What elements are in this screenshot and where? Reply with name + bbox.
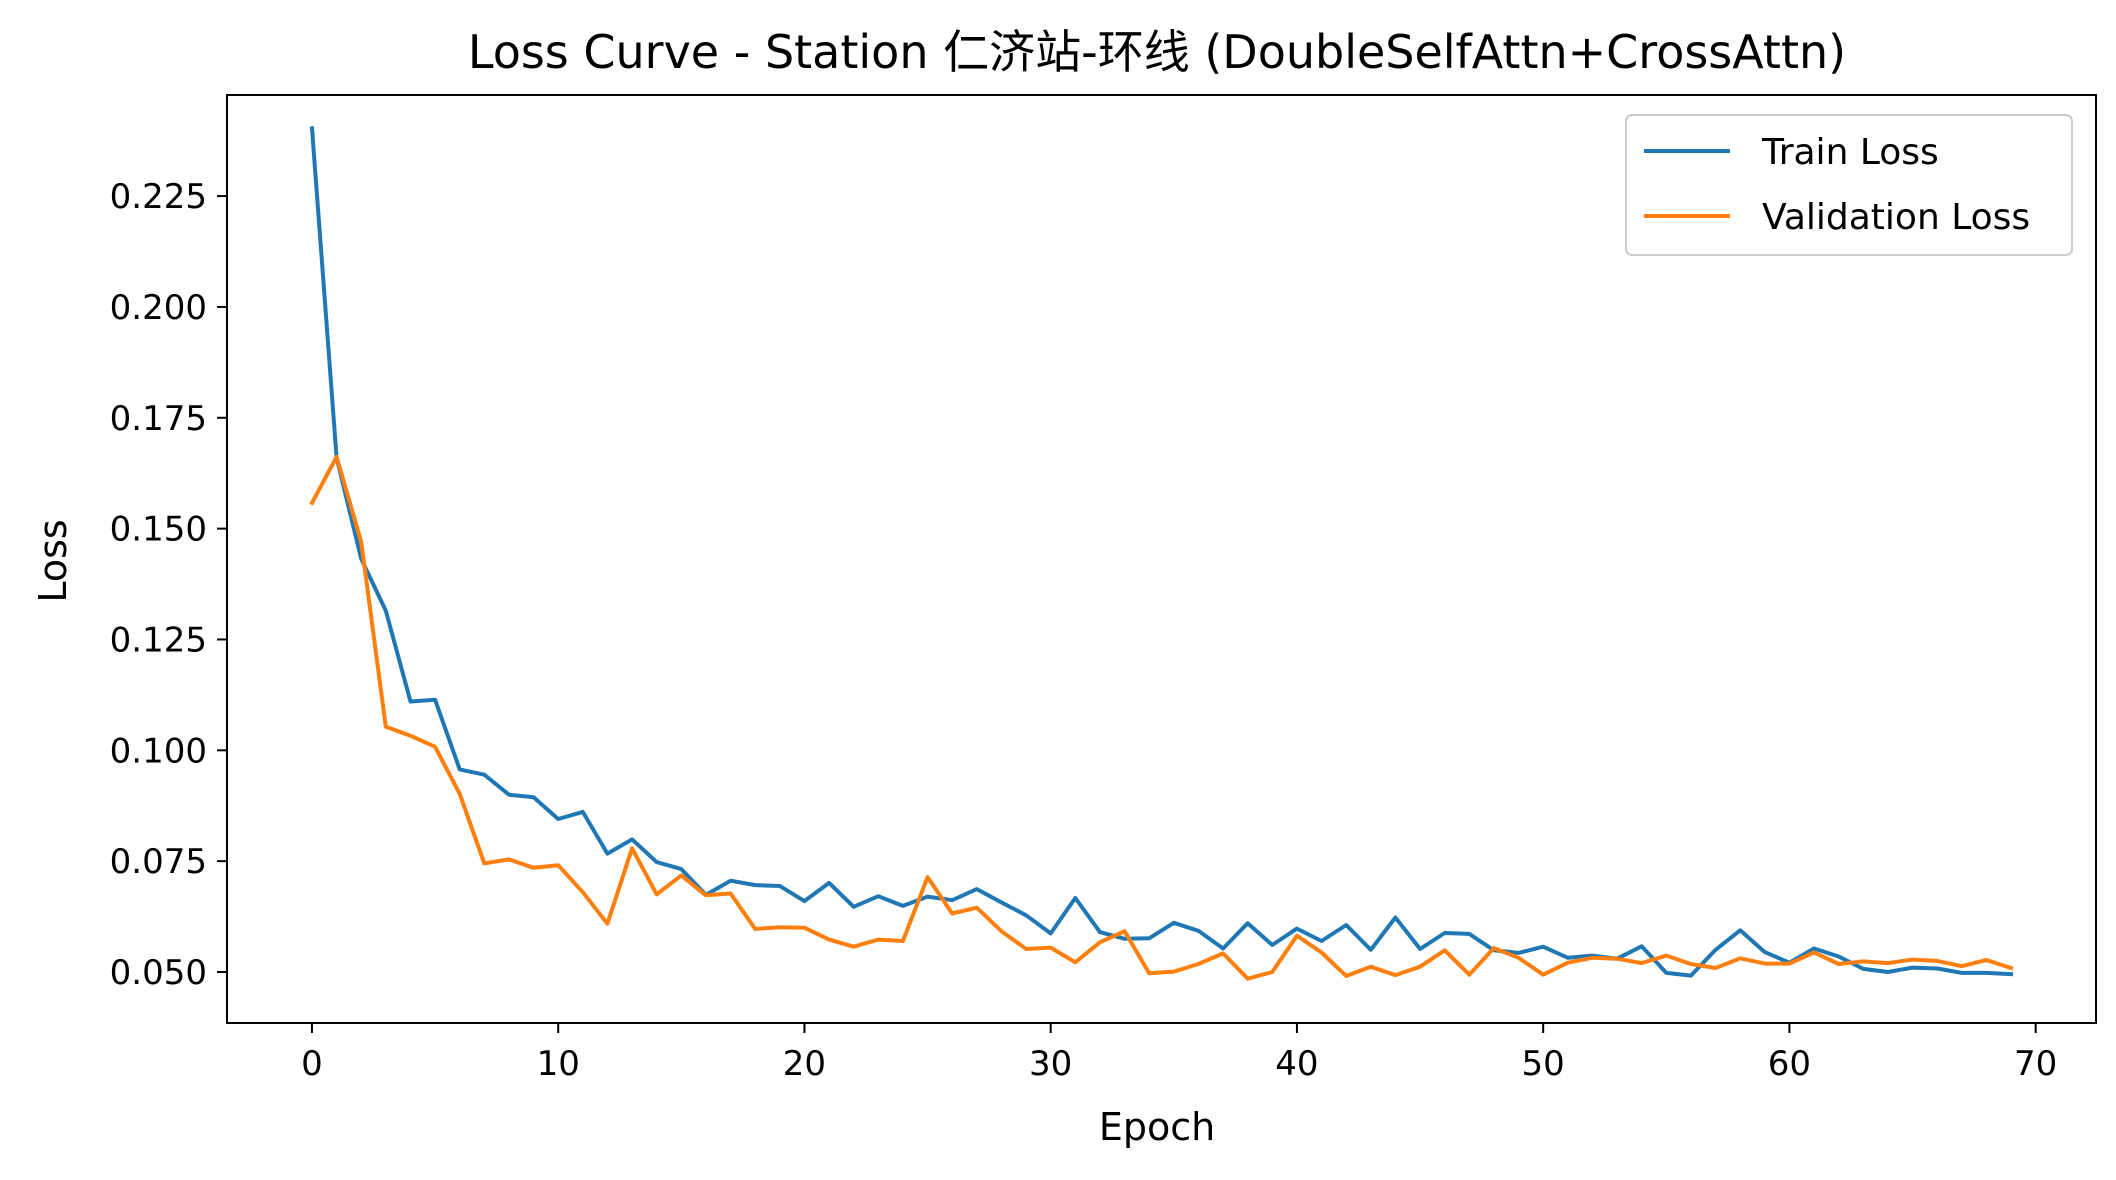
y-tick-label: 0.050 bbox=[110, 953, 207, 993]
legend-entry: Validation Loss bbox=[1762, 197, 2030, 238]
series-line-train-loss bbox=[309, 126, 2014, 978]
y-tick-label: 0.075 bbox=[110, 842, 207, 882]
x-tick-label: 0 bbox=[301, 1044, 323, 1084]
x-tick-label: 30 bbox=[1029, 1044, 1072, 1084]
y-tick-label: 0.175 bbox=[110, 399, 207, 439]
series-line-validation-loss bbox=[309, 454, 2014, 981]
x-tick-label: 70 bbox=[2014, 1044, 2057, 1084]
plot-area: 0 10 20 30 40 50 60 70 0.050 0.075 0.100 0.125 0.150… bbox=[110, 94, 2097, 1084]
y-axis-label: Loss bbox=[31, 519, 75, 602]
x-tick-label: 20 bbox=[783, 1044, 826, 1084]
x-tick-label: 40 bbox=[1275, 1044, 1318, 1084]
x-tick-label: 10 bbox=[537, 1044, 580, 1084]
x-axis-label: Epoch bbox=[1099, 1105, 1215, 1149]
axes-frame bbox=[226, 94, 2097, 1024]
y-tick-label: 0.125 bbox=[110, 620, 207, 660]
chart-title: Loss Curve - Station 仁济站-环线 (DoubleSelfA… bbox=[468, 25, 1846, 79]
y-tick-label: 0.100 bbox=[110, 731, 207, 771]
y-tick-label: 0.200 bbox=[110, 288, 207, 328]
x-tick-label: 50 bbox=[1522, 1044, 1565, 1084]
legend-box bbox=[1625, 114, 2073, 256]
y-tick-label: 0.150 bbox=[110, 510, 207, 550]
y-tick-label: 0.225 bbox=[110, 177, 207, 217]
x-tick-label: 60 bbox=[1768, 1044, 1811, 1084]
legend-entry: Train Loss bbox=[1761, 132, 1939, 173]
